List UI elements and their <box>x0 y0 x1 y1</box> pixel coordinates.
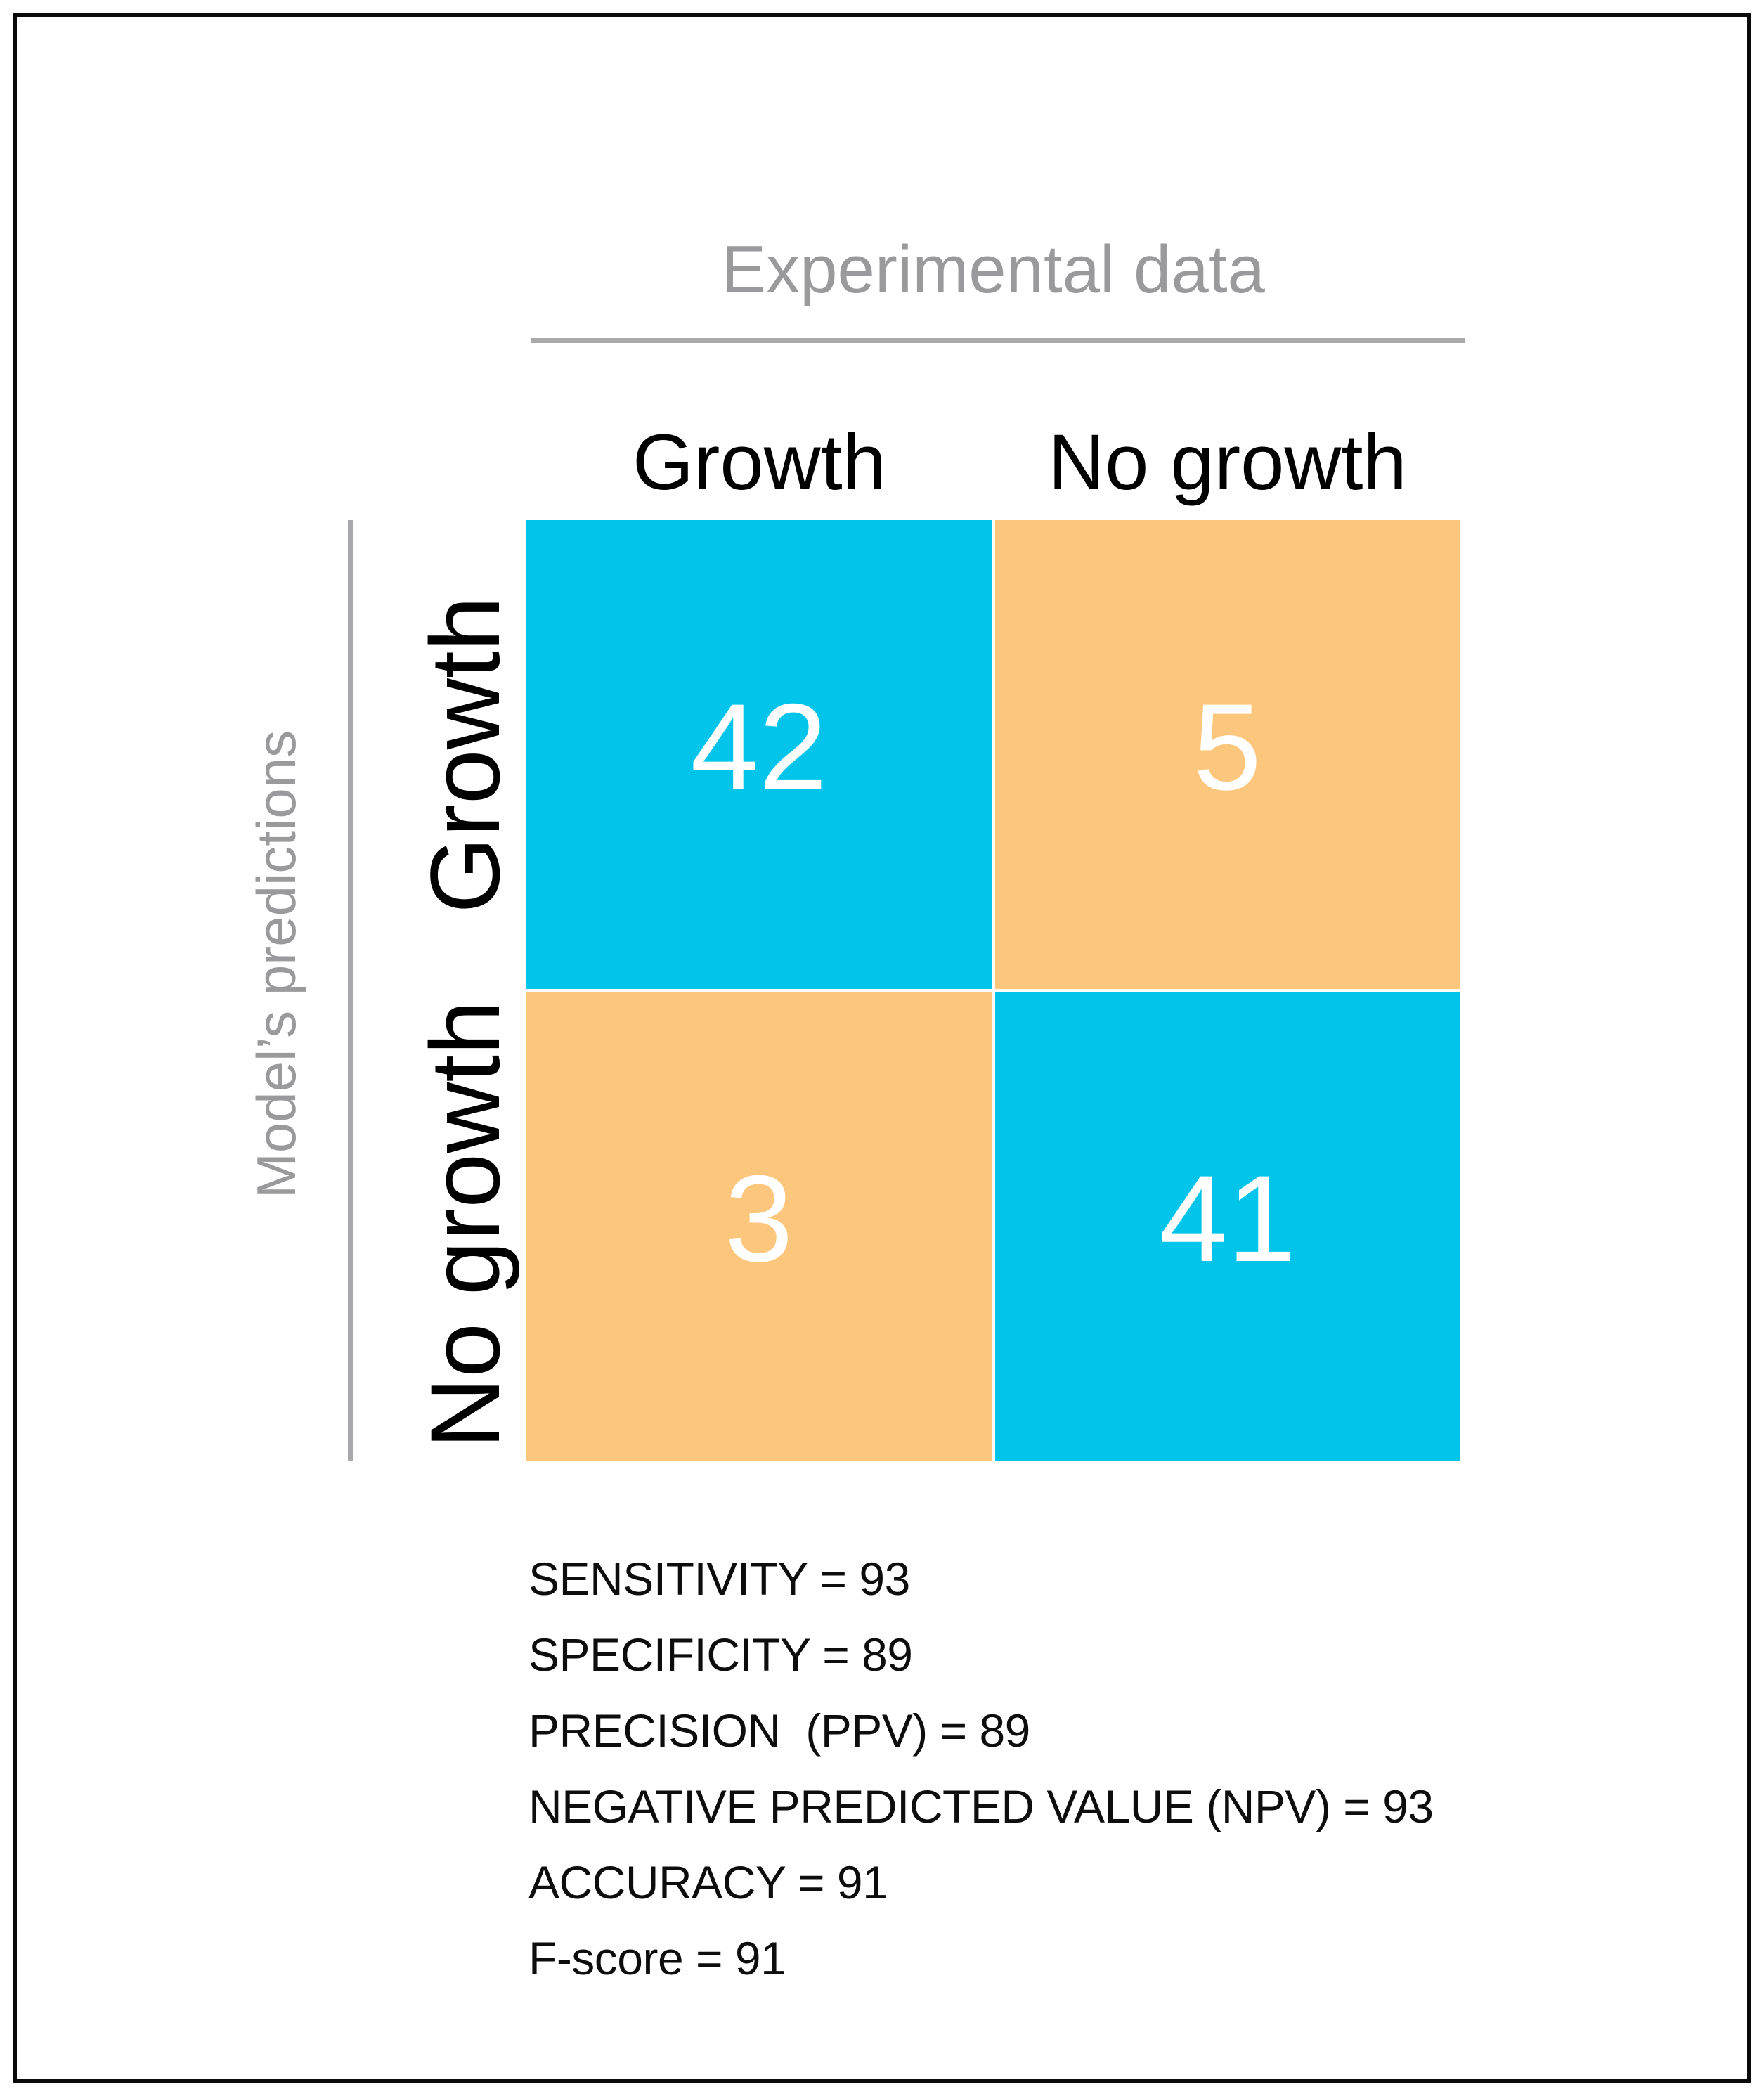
metric-accuracy: ACCURACY = 91 <box>528 1856 888 1908</box>
metric-f-score: F-score = 91 <box>528 1932 786 1984</box>
row-header-growth: Growth <box>410 596 520 914</box>
cell-value: 41 <box>1158 1151 1296 1288</box>
matrix-cell-false-negative: 3 <box>526 992 992 1461</box>
metrics-block: SENSITIVITY = 93 SPECIFICITY = 89 PRECIS… <box>528 1541 1653 1996</box>
matrix-cell-true-positive: 42 <box>526 520 992 989</box>
cell-value: 5 <box>1193 678 1262 816</box>
metric-precision: PRECISION (PPV) = 89 <box>528 1704 1030 1757</box>
row-header-no-growth: No growth <box>410 1000 520 1449</box>
x-axis-rule-line <box>531 338 1465 343</box>
figure-border <box>13 13 1751 2083</box>
matrix-cell-true-negative: 41 <box>994 992 1460 1461</box>
cell-value: 3 <box>725 1151 793 1288</box>
x-axis-title: Experimental data <box>721 232 1265 307</box>
column-header-growth: Growth <box>633 418 886 506</box>
y-axis-title: Model’s predictions <box>245 730 307 1199</box>
metric-npv: NEGATIVE PREDICTED VALUE (NPV) = 93 <box>528 1780 1434 1832</box>
matrix-cell-false-positive: 5 <box>994 520 1460 989</box>
metric-sensitivity: SENSITIVITY = 93 <box>528 1553 910 1605</box>
confusion-matrix-grid: 42 5 3 41 <box>526 520 1460 1461</box>
y-axis-rule-line <box>348 520 353 1461</box>
metric-specificity: SPECIFICITY = 89 <box>528 1629 913 1681</box>
column-header-no-growth: No growth <box>1048 418 1407 506</box>
cell-value: 42 <box>690 678 828 816</box>
